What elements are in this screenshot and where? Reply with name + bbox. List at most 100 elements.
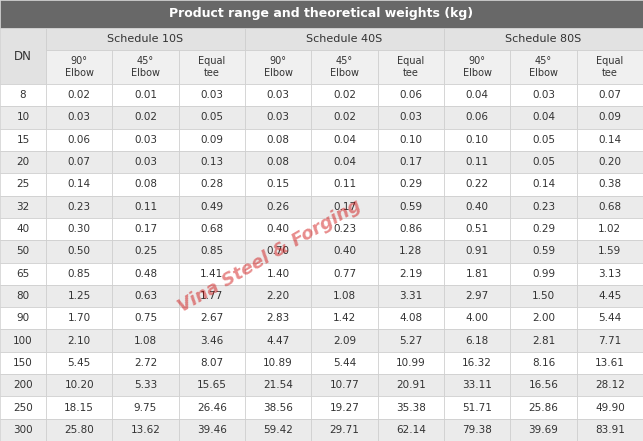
Text: 6.18: 6.18 <box>466 336 489 346</box>
Bar <box>577 352 643 374</box>
Bar <box>444 419 511 441</box>
Bar <box>577 262 643 285</box>
Bar <box>511 50 577 84</box>
Bar <box>511 329 577 352</box>
Text: 0.03: 0.03 <box>399 112 422 123</box>
Bar <box>0 84 46 106</box>
Text: 0.40: 0.40 <box>267 224 289 234</box>
Bar <box>113 50 179 84</box>
Bar <box>377 195 444 218</box>
Bar <box>113 240 179 262</box>
Text: 0.10: 0.10 <box>466 135 489 145</box>
Text: 13.62: 13.62 <box>131 425 161 435</box>
Text: 0.38: 0.38 <box>598 179 621 189</box>
Bar <box>245 50 311 84</box>
Text: 1.02: 1.02 <box>598 224 621 234</box>
Bar <box>245 106 311 129</box>
Text: 10.89: 10.89 <box>263 358 293 368</box>
Bar <box>311 129 377 151</box>
Bar <box>511 129 577 151</box>
Text: 0.08: 0.08 <box>267 157 289 167</box>
Bar <box>511 307 577 329</box>
Bar <box>311 329 377 352</box>
Bar <box>444 307 511 329</box>
Text: 39.69: 39.69 <box>529 425 558 435</box>
Bar <box>46 374 113 396</box>
Text: 8.07: 8.07 <box>200 358 223 368</box>
Text: 10.99: 10.99 <box>396 358 426 368</box>
Bar <box>46 262 113 285</box>
Bar <box>245 285 311 307</box>
Bar <box>245 419 311 441</box>
Bar <box>179 129 245 151</box>
Bar <box>0 307 46 329</box>
Text: 90°
Elbow: 90° Elbow <box>264 56 293 78</box>
Text: 25: 25 <box>16 179 30 189</box>
Bar <box>46 28 245 50</box>
Bar <box>377 106 444 129</box>
Bar <box>511 195 577 218</box>
Text: 0.68: 0.68 <box>200 224 223 234</box>
Text: 2.10: 2.10 <box>68 336 91 346</box>
Text: 62.14: 62.14 <box>396 425 426 435</box>
Text: 0.25: 0.25 <box>134 247 157 256</box>
Bar <box>577 419 643 441</box>
Bar <box>377 419 444 441</box>
Bar <box>511 396 577 419</box>
Text: 0.07: 0.07 <box>599 90 621 100</box>
Text: 5.45: 5.45 <box>68 358 91 368</box>
Bar <box>444 218 511 240</box>
Bar <box>0 28 46 84</box>
Text: 13.61: 13.61 <box>595 358 625 368</box>
Bar <box>0 218 46 240</box>
Text: 2.81: 2.81 <box>532 336 555 346</box>
Bar <box>311 396 377 419</box>
Bar <box>577 84 643 106</box>
Text: 90: 90 <box>17 313 30 323</box>
Bar <box>577 129 643 151</box>
Bar <box>46 195 113 218</box>
Text: 45°
Elbow: 45° Elbow <box>529 56 558 78</box>
Bar <box>46 151 113 173</box>
Bar <box>179 84 245 106</box>
Text: 0.26: 0.26 <box>267 202 290 212</box>
Bar <box>179 106 245 129</box>
Text: 0.06: 0.06 <box>399 90 422 100</box>
Bar <box>0 396 46 419</box>
Text: 1.81: 1.81 <box>466 269 489 279</box>
Text: 0.11: 0.11 <box>134 202 157 212</box>
Bar <box>46 173 113 195</box>
Bar <box>113 352 179 374</box>
Text: 0.08: 0.08 <box>267 135 289 145</box>
Text: Schedule 40S: Schedule 40S <box>306 34 383 44</box>
Text: 3.13: 3.13 <box>598 269 621 279</box>
Text: 0.02: 0.02 <box>333 112 356 123</box>
Text: 0.02: 0.02 <box>68 90 91 100</box>
Bar <box>46 106 113 129</box>
Bar <box>377 352 444 374</box>
Bar <box>179 396 245 419</box>
Bar <box>113 129 179 151</box>
Bar <box>377 129 444 151</box>
Bar <box>0 352 46 374</box>
Text: 0.68: 0.68 <box>598 202 621 212</box>
Text: Equal
tee: Equal tee <box>397 56 424 78</box>
Text: 0.15: 0.15 <box>267 179 290 189</box>
Bar <box>113 84 179 106</box>
Text: 45°
Elbow: 45° Elbow <box>330 56 359 78</box>
Text: 0.14: 0.14 <box>598 135 621 145</box>
Text: 0.07: 0.07 <box>68 157 91 167</box>
Bar <box>46 352 113 374</box>
Text: 0.03: 0.03 <box>267 112 289 123</box>
Text: Vina Steel & Forging: Vina Steel & Forging <box>176 196 365 316</box>
Text: 3.46: 3.46 <box>200 336 224 346</box>
Text: 1.42: 1.42 <box>333 313 356 323</box>
Bar <box>311 307 377 329</box>
Bar <box>179 262 245 285</box>
Text: 4.47: 4.47 <box>267 336 290 346</box>
Bar <box>311 262 377 285</box>
Text: 0.49: 0.49 <box>200 202 223 212</box>
Text: 0.40: 0.40 <box>466 202 489 212</box>
Bar <box>444 195 511 218</box>
Bar <box>577 374 643 396</box>
